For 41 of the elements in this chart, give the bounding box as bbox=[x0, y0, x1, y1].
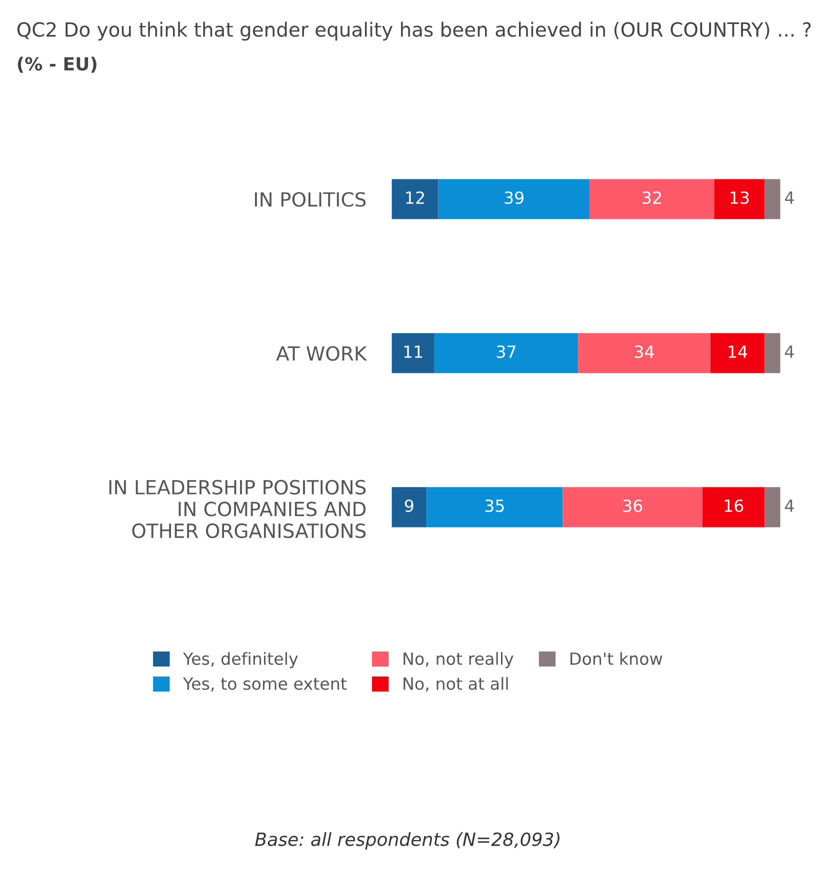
data-label: 37 bbox=[496, 345, 516, 358]
data-label: 11 bbox=[404, 346, 422, 358]
data-label: 34 bbox=[634, 345, 654, 358]
y-tick-label: IN LEADERSHIP POSITIONS IN COMPANIES AND OTHER ORGANISATIONS bbox=[109, 480, 366, 538]
bar bbox=[764, 179, 780, 220]
data-label: 4 bbox=[784, 192, 794, 204]
data-label: 4 bbox=[784, 346, 794, 358]
data-label: 32 bbox=[642, 191, 661, 204]
data-label: 39 bbox=[504, 191, 524, 204]
data-label: 9 bbox=[404, 499, 414, 512]
bar bbox=[714, 179, 765, 220]
data-label: 14 bbox=[728, 346, 748, 358]
bar bbox=[438, 179, 590, 220]
bar bbox=[710, 333, 765, 374]
bar bbox=[392, 179, 438, 220]
text: (% - EU) bbox=[18, 56, 96, 73]
bar bbox=[434, 333, 578, 374]
bar bbox=[702, 487, 765, 528]
bar bbox=[578, 333, 710, 374]
data-label: 35 bbox=[485, 499, 504, 512]
legend-label: No, not really bbox=[404, 652, 514, 668]
data-label: 12 bbox=[406, 191, 424, 204]
legend-label: No, not at all bbox=[404, 677, 508, 692]
data-label: 4 bbox=[784, 500, 794, 512]
text: Base: all respondents (N=28,093) bbox=[255, 832, 560, 850]
legend-label: Yes, to some extent bbox=[183, 678, 347, 692]
legend-label: Don't know bbox=[570, 652, 662, 665]
bar bbox=[764, 333, 780, 374]
bar bbox=[426, 487, 563, 528]
bar bbox=[764, 487, 780, 528]
bar bbox=[562, 487, 703, 528]
data-label: 36 bbox=[623, 499, 642, 512]
data-label: 13 bbox=[730, 191, 749, 204]
y-tick-label: AT WORK bbox=[276, 346, 368, 361]
bar bbox=[392, 333, 434, 374]
data-label: 16 bbox=[724, 499, 744, 512]
legend-label: Yes, definitely bbox=[183, 652, 298, 668]
y-tick-label: IN POLITICS bbox=[254, 192, 366, 207]
chart-title: QC2 Do you think that gender equality has been achieved in (OUR COUNTRY) ... ? bbox=[17, 22, 811, 41]
bar bbox=[392, 487, 427, 528]
bar bbox=[590, 179, 714, 220]
